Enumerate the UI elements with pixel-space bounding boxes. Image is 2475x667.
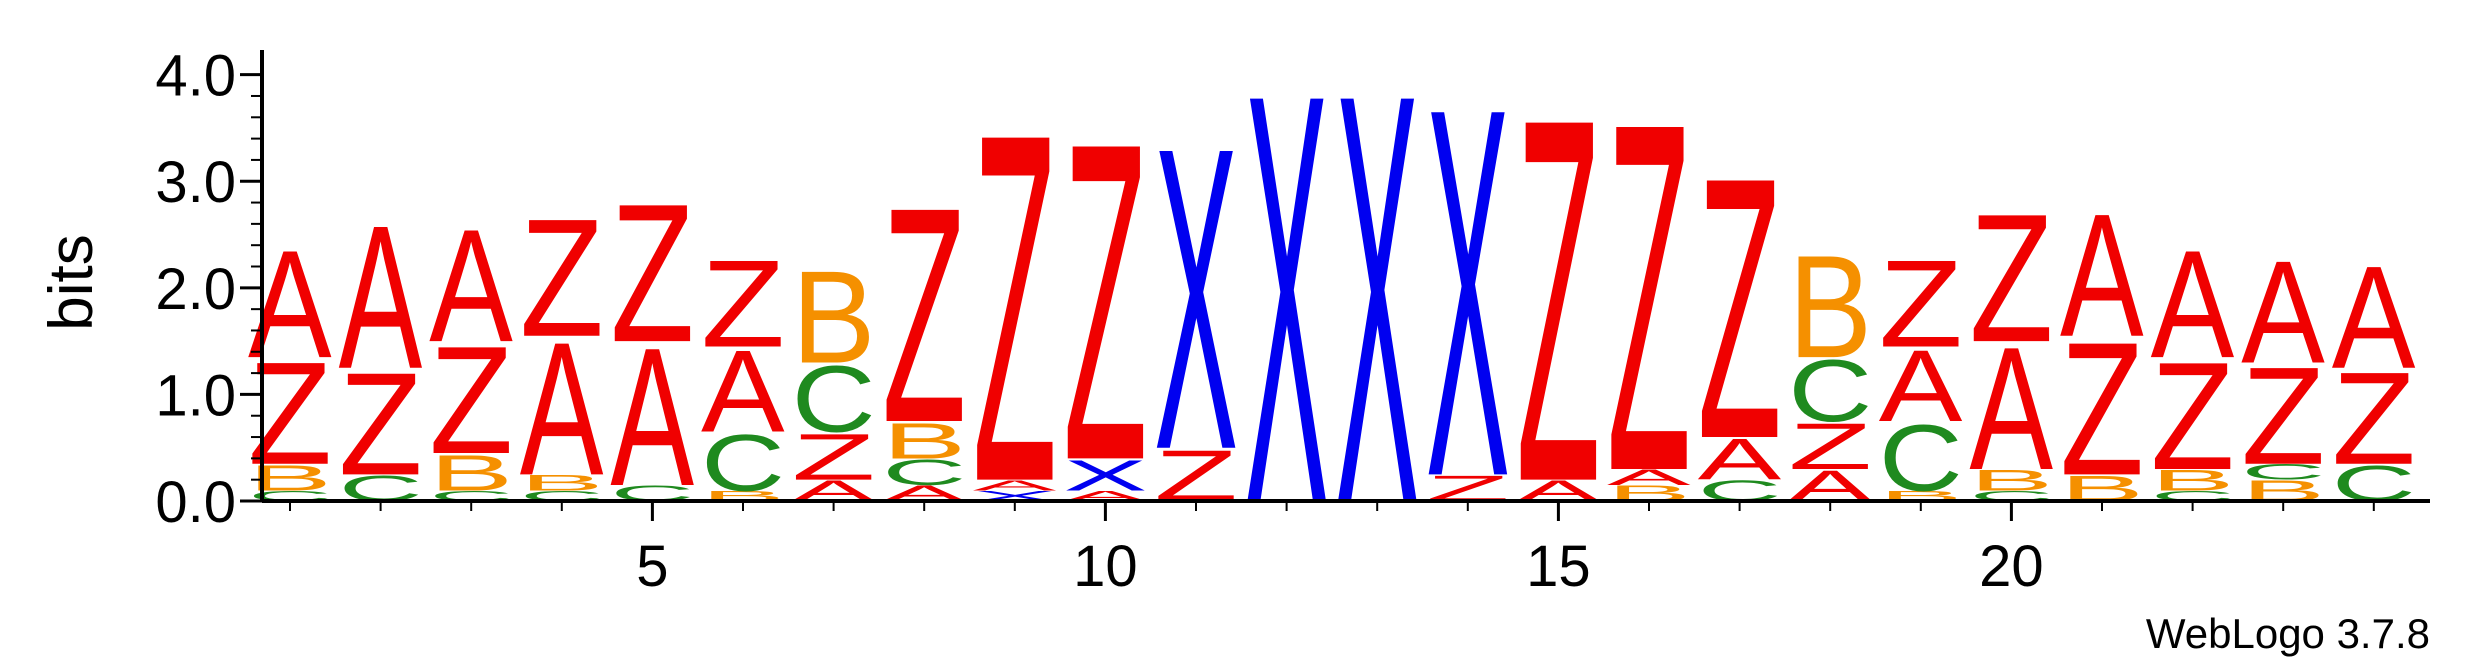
logo-letter-z: Z [339, 344, 423, 507]
logo-letter-c: C [1788, 342, 1872, 440]
logo-letter-a: A [2241, 230, 2325, 393]
x-tick-label: 15 [1526, 534, 1591, 599]
y-tick-label: 0.0 [155, 470, 236, 535]
logo-letter-z: Z [792, 420, 876, 494]
logo-letter-c: C [882, 452, 966, 493]
logo-letter-z: Z [610, 164, 694, 384]
logo-letter-z: Z [520, 184, 604, 372]
logo-letter-b: B [1969, 464, 2053, 497]
logo-letter-a: A [2060, 178, 2144, 374]
logo-letter-b: B [792, 244, 876, 391]
logo-letter-a: A [1879, 329, 1963, 443]
logo-letter-c: C [701, 418, 785, 508]
logo-letter-c: C [1879, 404, 1963, 510]
logo-letter-z: Z [2332, 344, 2416, 492]
logo-letter-a: A [1969, 311, 2053, 507]
logo-letter-a: A [701, 326, 785, 457]
x-tick-label: 10 [1073, 534, 1138, 599]
logo-letter-z: Z [1516, 11, 1600, 591]
logo-letter-b: B [1788, 224, 1872, 388]
logo-letter-z: Z [1063, 48, 1147, 554]
logo-letter-z: Z [429, 314, 513, 486]
y-tick-label: 3.0 [155, 150, 236, 215]
logo-letter-b: B [429, 445, 513, 502]
logo-letter-x: X [1245, 0, 1329, 625]
logo-letter-a: A [339, 182, 423, 411]
axes: 0.0 1.0 2.0 3.0 4.0 5 10 15 20 [155, 44, 2430, 599]
logo-letter-b: B [520, 471, 604, 496]
logo-letter-a: A [520, 303, 604, 515]
x-ticks: 5 10 15 20 [289, 501, 2375, 599]
y-axis-label: bits [37, 234, 106, 330]
weblogo-credit: WebLogo 3.7.8 [2146, 610, 2430, 657]
logo-letter-z: Z [1607, 21, 1691, 576]
logo-letter-c: C [2241, 460, 2325, 485]
logo-letter-z: Z [882, 145, 966, 487]
logo-letter-z: Z [1969, 177, 2053, 380]
logo-letter-a: A [1698, 426, 1783, 492]
logo-letter-z: Z [1879, 234, 1963, 373]
logo-letter-z: Z [2060, 304, 2144, 516]
logo-letter-z: Z [1788, 409, 1872, 483]
y-tick-label: 1.0 [155, 363, 236, 428]
y-tick-label: 4.0 [155, 44, 236, 109]
logo-letter-z: Z [973, 31, 1057, 586]
logo-letter-x: X [1335, 0, 1419, 625]
logo-letter-z: Z [701, 234, 785, 373]
logo-letter-a: A [973, 477, 1057, 493]
logo-letter-x: X [1154, 58, 1238, 540]
logo-letter-z: Z [2241, 339, 2325, 494]
logo-letter-b: B [882, 413, 966, 470]
logo-letter-z: Z [2151, 330, 2235, 502]
x-tick-label: 20 [1979, 534, 2044, 599]
logo-letter-a: A [1607, 466, 1691, 490]
logo-letter-a: A [2151, 218, 2235, 390]
y-tick-label: 2.0 [155, 257, 236, 322]
logo-letter-x: X [1063, 451, 1147, 500]
x-tick-label: 5 [636, 534, 668, 599]
logo-letter-c: C [792, 346, 876, 452]
y-ticks: 0.0 1.0 2.0 3.0 4.0 [155, 44, 262, 535]
logo-letter-z: Z [1698, 100, 1782, 517]
logo-letter-a: A [429, 195, 513, 376]
logo-letter-a: A [610, 307, 694, 528]
logo-letter-x: X [1426, 0, 1510, 587]
logo-letter-a: A [2332, 236, 2416, 399]
logo-letter-b: B [2151, 464, 2235, 497]
